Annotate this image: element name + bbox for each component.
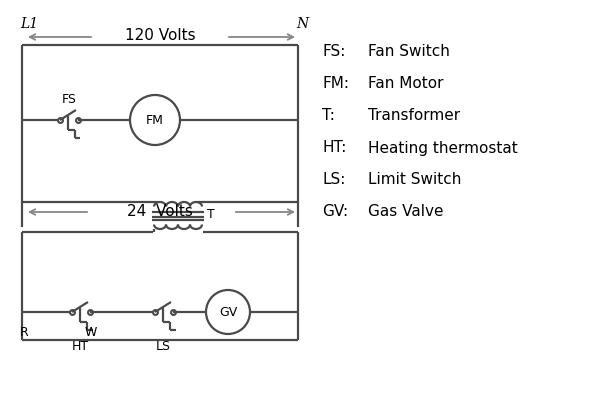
Text: Limit Switch: Limit Switch [368,172,461,188]
Text: LS:: LS: [322,172,345,188]
Text: LS: LS [156,340,171,353]
Text: 24  Volts: 24 Volts [127,204,193,218]
Circle shape [130,95,180,145]
Text: GV: GV [219,306,237,318]
Circle shape [206,290,250,334]
Text: T:: T: [322,108,335,124]
Text: GV:: GV: [322,204,348,220]
Text: T: T [207,208,215,221]
Text: HT: HT [71,340,88,353]
Text: L1: L1 [20,17,38,31]
Text: W: W [85,326,97,339]
Text: Transformer: Transformer [368,108,460,124]
Text: Gas Valve: Gas Valve [368,204,444,220]
Text: FS: FS [62,93,77,106]
Text: HT:: HT: [322,140,346,156]
Text: R: R [19,326,28,339]
Text: Fan Switch: Fan Switch [368,44,450,60]
Text: Fan Motor: Fan Motor [368,76,444,92]
Text: N: N [296,17,308,31]
Text: FS:: FS: [322,44,345,60]
Text: Heating thermostat: Heating thermostat [368,140,518,156]
Text: 120 Volts: 120 Volts [124,28,195,44]
Text: FM: FM [146,114,164,126]
Text: FM:: FM: [322,76,349,92]
